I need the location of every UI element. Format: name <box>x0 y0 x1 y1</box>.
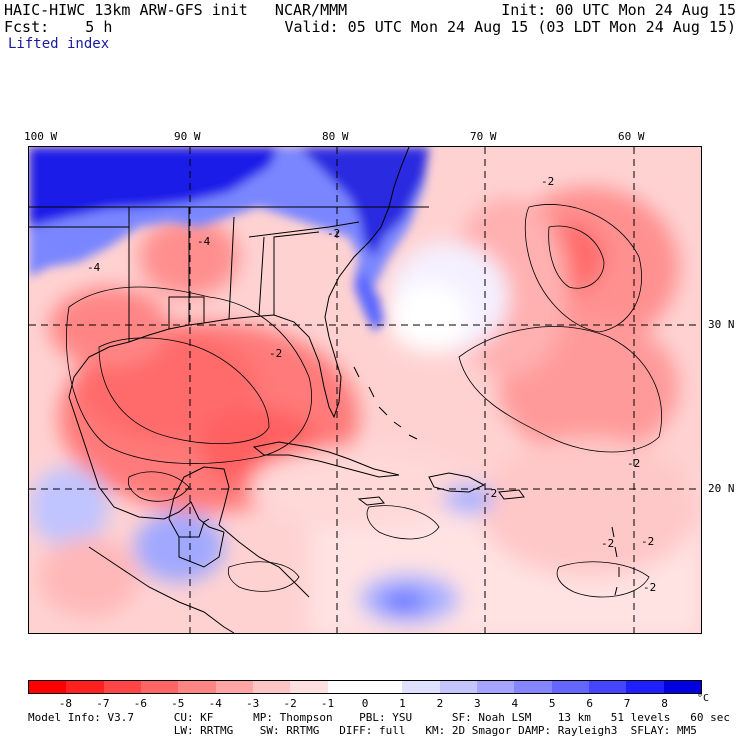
colorbar <box>28 680 702 694</box>
colorbar-cell <box>327 681 365 693</box>
colorbar-cell <box>514 681 552 693</box>
contour-label: -2 <box>627 457 640 470</box>
colorbar-tick-label: -5 <box>171 697 185 710</box>
colorbar-cell <box>663 681 701 693</box>
init-time: Init: 00 UTC Mon 24 Aug 15 <box>501 1 736 19</box>
contour-label: -4 <box>197 235 211 248</box>
lat-label-30n: 30 N <box>708 318 735 331</box>
colorbar-cell <box>178 681 216 693</box>
colorbar-cell <box>252 681 291 693</box>
colorbar-cell <box>439 681 477 693</box>
colorbar-cell <box>402 681 440 693</box>
map-canvas: -2 -2 -2 -4 -4 -2 -2 -2 -2 -2 <box>29 147 701 633</box>
colorbar-tick-label: 4 <box>511 697 519 710</box>
contour-label: -2 <box>541 175 554 188</box>
colorbar-tick-label: 1 <box>399 697 406 710</box>
lon-label-80w: 80 W <box>322 130 349 143</box>
contour-lines <box>66 204 662 598</box>
forecast-hour: Fcst: 5 h <box>4 18 113 36</box>
contour-labels-group: -2 -2 -2 -4 -4 -2 -2 -2 -2 -2 <box>87 175 656 594</box>
colorbar-cell <box>588 681 627 693</box>
colorbar-tick-label: -1 <box>320 697 335 710</box>
colorbar-tick-label: -8 <box>58 697 73 710</box>
lat-lon-grid <box>29 147 701 633</box>
colorbar-cell <box>476 681 515 693</box>
colorbar-cell <box>290 681 328 693</box>
colorbar-cell <box>66 681 104 693</box>
contour-label: -2 <box>601 537 614 550</box>
colorbar-cell <box>29 681 67 693</box>
colorbar-cell <box>551 681 589 693</box>
contour-label: -2 <box>484 487 497 500</box>
model-info-line1: Model Info: V3.7 CU: KF MP: Thompson PBL… <box>28 711 730 724</box>
valid-time: Valid: 05 UTC Mon 24 Aug 15 (03 LDT Mon … <box>284 18 736 36</box>
colorbar-tick-label: 5 <box>548 697 556 710</box>
colorbar-tick-label: -6 <box>133 697 147 710</box>
colorbar-unit: °C <box>697 693 710 704</box>
lon-label-90w: 90 W <box>174 130 201 143</box>
model-info-line2: LW: RRTMG SW: RRTMG DIFF: full KM: 2D Sm… <box>28 724 697 737</box>
colorbar-cell <box>626 681 664 693</box>
colorbar-cell <box>215 681 253 693</box>
colorbar-tick-label: -3 <box>246 697 260 710</box>
colorbar-tick-label: 3 <box>474 697 481 710</box>
lon-label-60w: 60 W <box>618 130 645 143</box>
colorbar-tick-label: 7 <box>623 697 631 710</box>
colorbar-cell <box>103 681 141 693</box>
colorbar-tick-label: 8 <box>661 697 668 710</box>
contour-label: -2 <box>269 347 282 360</box>
colorbar-tick-label: -7 <box>96 697 110 710</box>
field-name: Lifted index <box>8 36 110 52</box>
contour-label: -2 <box>643 581 656 594</box>
contour-label: -2 <box>641 535 654 548</box>
coastlines <box>29 147 620 633</box>
lat-label-20n: 20 N <box>708 482 735 495</box>
lon-label-100w: 100 W <box>24 130 58 143</box>
colorbar-tick-label: 0 <box>361 697 369 710</box>
lon-label-70w: 70 W <box>470 130 497 143</box>
contour-label: -2 <box>327 227 340 240</box>
colorbar-tick-label: 6 <box>586 697 593 710</box>
colorbar-tick-label: -4 <box>208 697 222 710</box>
lifted-index-map: -2 -2 -2 -4 -4 -2 -2 -2 -2 -2 <box>28 146 702 634</box>
colorbar-tick-label: 2 <box>436 697 444 710</box>
contour-label: -4 <box>87 261 101 274</box>
colorbar-cell <box>364 681 403 693</box>
model-title: HAIC-HIWC 13km ARW-GFS init NCAR/MMM <box>4 1 348 19</box>
colorbar-cell <box>140 681 179 693</box>
colorbar-tick-label: -2 <box>283 697 297 710</box>
